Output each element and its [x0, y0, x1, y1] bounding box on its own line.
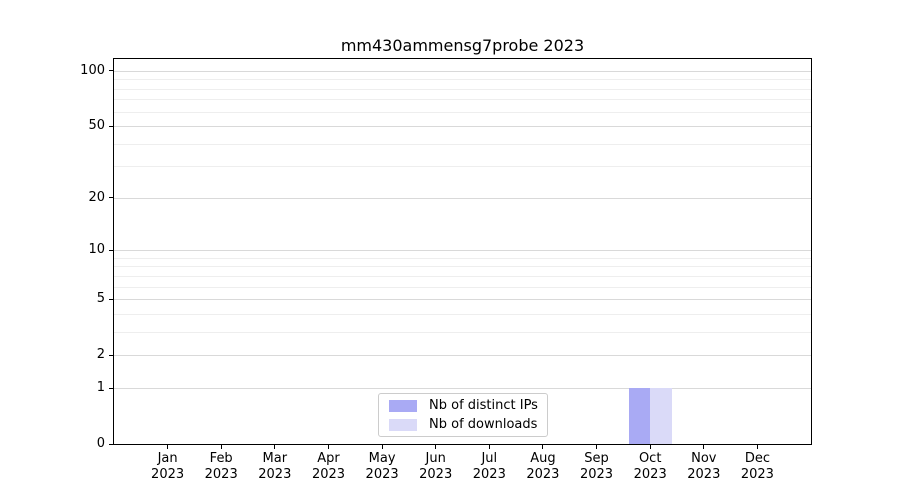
x-axis-tick [220, 445, 222, 449]
chart-title: mm430ammensg7probe 2023 [340, 36, 585, 55]
x-tick-month: Aug [530, 451, 556, 466]
gridline-major [114, 250, 811, 252]
x-tick-year: 2023 [740, 467, 774, 482]
gridline-minor [114, 111, 811, 113]
x-tick-month: Dec [744, 451, 770, 466]
gridline-minor [114, 99, 811, 101]
gridline-minor [114, 166, 811, 168]
x-axis-tick [328, 445, 329, 449]
x-tick-label: Apr 2023 [286, 451, 372, 483]
x-axis-tick [542, 445, 544, 449]
x-tick-month: Mar [262, 451, 288, 466]
x-tick-year: 2023 [204, 467, 238, 482]
x-tick-label: Mar 2023 [232, 451, 318, 483]
x-tick-month: Apr [317, 451, 340, 466]
gridline-minor [114, 88, 811, 90]
x-axis-tick [435, 445, 437, 449]
x-tick-label: Oct 2023 [607, 451, 693, 483]
gridline-minor [114, 313, 811, 315]
x-tick-year: 2023 [633, 467, 667, 482]
gridline-minor [114, 286, 811, 288]
bar-nb-of-distinct-ips [628, 388, 651, 444]
x-axis-tick [274, 445, 276, 449]
gridline-major [114, 70, 811, 72]
x-axis-tick [649, 445, 651, 449]
y-tick-label: 1 [96, 380, 105, 395]
x-tick-month: Jan [157, 451, 178, 466]
y-axis-tick [109, 70, 113, 72]
x-tick-month: Nov [691, 451, 717, 466]
legend-row: Nb of downloads [389, 416, 547, 433]
gridline-major [114, 388, 811, 389]
x-tick-month: Jun [425, 451, 446, 466]
x-tick-label: Sep 2023 [554, 451, 640, 483]
legend-swatch [389, 399, 417, 412]
y-axis-tick [109, 443, 113, 445]
x-tick-year: 2023 [365, 467, 399, 482]
x-tick-year: 2023 [419, 467, 453, 482]
x-tick-year: 2023 [311, 467, 346, 482]
y-tick-label: 0 [96, 436, 105, 451]
x-tick-label: Aug 2023 [500, 451, 586, 483]
legend: Nb of distinct IPs Nb of downloads [378, 393, 548, 437]
x-tick-year: 2023 [526, 467, 560, 482]
y-axis-tick [109, 249, 113, 251]
x-tick-month: May [368, 451, 396, 466]
gridline-minor [114, 266, 811, 268]
gridline-major [114, 126, 811, 128]
y-tick-label: 50 [88, 118, 105, 134]
x-tick-month: Jul [481, 451, 498, 466]
x-tick-label: Jan 2023 [125, 451, 211, 483]
y-tick-label: 2 [96, 347, 105, 363]
x-tick-label: May 2023 [339, 451, 425, 483]
y-axis-tick [109, 354, 113, 356]
legend-swatch [389, 418, 417, 431]
y-tick-label: 10 [88, 242, 105, 258]
bar-nb-of-downloads [650, 388, 672, 444]
y-tick-label: 20 [88, 189, 105, 205]
gridline-minor [114, 331, 811, 333]
gridline-major [114, 299, 811, 301]
x-tick-year: 2023 [151, 467, 185, 482]
x-tick-month: Feb [209, 451, 233, 466]
gridline-major [114, 355, 811, 357]
y-axis-tick [109, 197, 113, 199]
x-axis-tick [488, 445, 490, 449]
x-tick-year: 2023 [472, 467, 506, 482]
legend-row: Nb of distinct IPs [389, 397, 547, 414]
x-axis-tick [756, 445, 758, 449]
y-axis-tick [109, 298, 113, 300]
gridline-minor [114, 257, 811, 259]
gridline-major [114, 197, 811, 199]
x-tick-month: Sep [584, 451, 609, 466]
x-axis-tick [596, 445, 597, 449]
gridline-minor [114, 275, 811, 277]
plot-area [113, 58, 812, 445]
y-axis-tick [109, 387, 113, 389]
y-axis-tick [109, 125, 113, 127]
x-axis-tick [381, 445, 383, 449]
gridline-minor [114, 79, 811, 81]
x-axis-tick [703, 445, 705, 449]
x-tick-label: Feb 2023 [178, 451, 264, 483]
gridline-minor [114, 143, 811, 145]
y-tick-label: 5 [96, 291, 105, 307]
x-tick-month: Oct [638, 451, 662, 466]
x-tick-year: 2023 [258, 467, 292, 482]
x-axis-tick [167, 445, 169, 449]
x-tick-label: Dec 2023 [714, 451, 800, 483]
x-tick-year: 2023 [687, 467, 721, 482]
legend-label: Nb of distinct IPs [429, 398, 538, 413]
x-tick-year: 2023 [579, 467, 614, 482]
x-tick-label: Nov 2023 [661, 451, 747, 483]
legend-label: Nb of downloads [429, 417, 538, 432]
x-tick-label: Jul 2023 [446, 451, 532, 483]
x-tick-label: Jun 2023 [393, 451, 479, 483]
y-tick-label: 100 [80, 62, 105, 78]
